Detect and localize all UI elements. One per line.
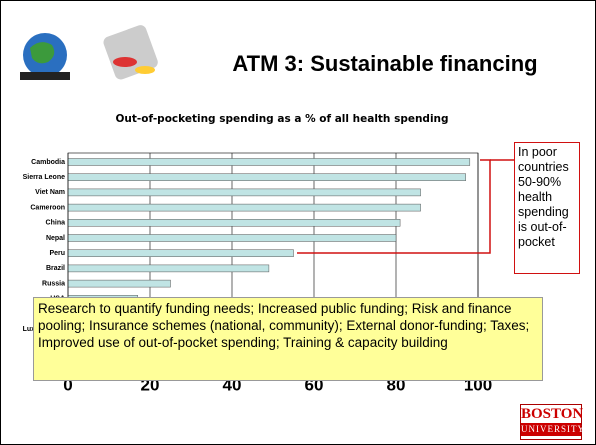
x-tick-label: 0 [63, 375, 72, 394]
slide-title: ATM 3: Sustainable financing [232, 51, 537, 76]
bar [67, 188, 421, 197]
y-tick-label: Nepal [46, 235, 65, 242]
bar [67, 158, 471, 166]
logo-text: BOSTON [521, 406, 584, 422]
logo: BOSTON UNIVERSITY [520, 404, 585, 440]
pills-icon [103, 25, 158, 80]
bar [67, 173, 466, 181]
y-tick-label: Cameroon [30, 204, 65, 211]
y-tick-label: Sierra Leone [23, 174, 66, 181]
bar [67, 279, 171, 288]
note-box: Research to quantify funding needs; Incr… [33, 297, 543, 381]
callout: In poor countries 50-90% health spending… [514, 142, 580, 274]
y-tick-label: Peru [49, 250, 65, 257]
bar [67, 264, 270, 273]
logo-subtext: UNIVERSITY [521, 423, 585, 436]
y-tick-label: China [46, 220, 66, 227]
y-tick-label: Cambodia [31, 159, 65, 166]
chart-title: Out-of-pocketing spending as a % of all … [115, 113, 448, 125]
bar [67, 234, 397, 242]
bar [67, 203, 421, 212]
bar [67, 219, 401, 227]
bar [67, 249, 294, 257]
y-tick-label: Russia [42, 280, 65, 287]
y-tick-label: Viet Nam [35, 189, 65, 196]
callout-connector [297, 159, 491, 254]
globe-icon [20, 33, 70, 80]
y-tick-label: Brazil [46, 265, 65, 272]
